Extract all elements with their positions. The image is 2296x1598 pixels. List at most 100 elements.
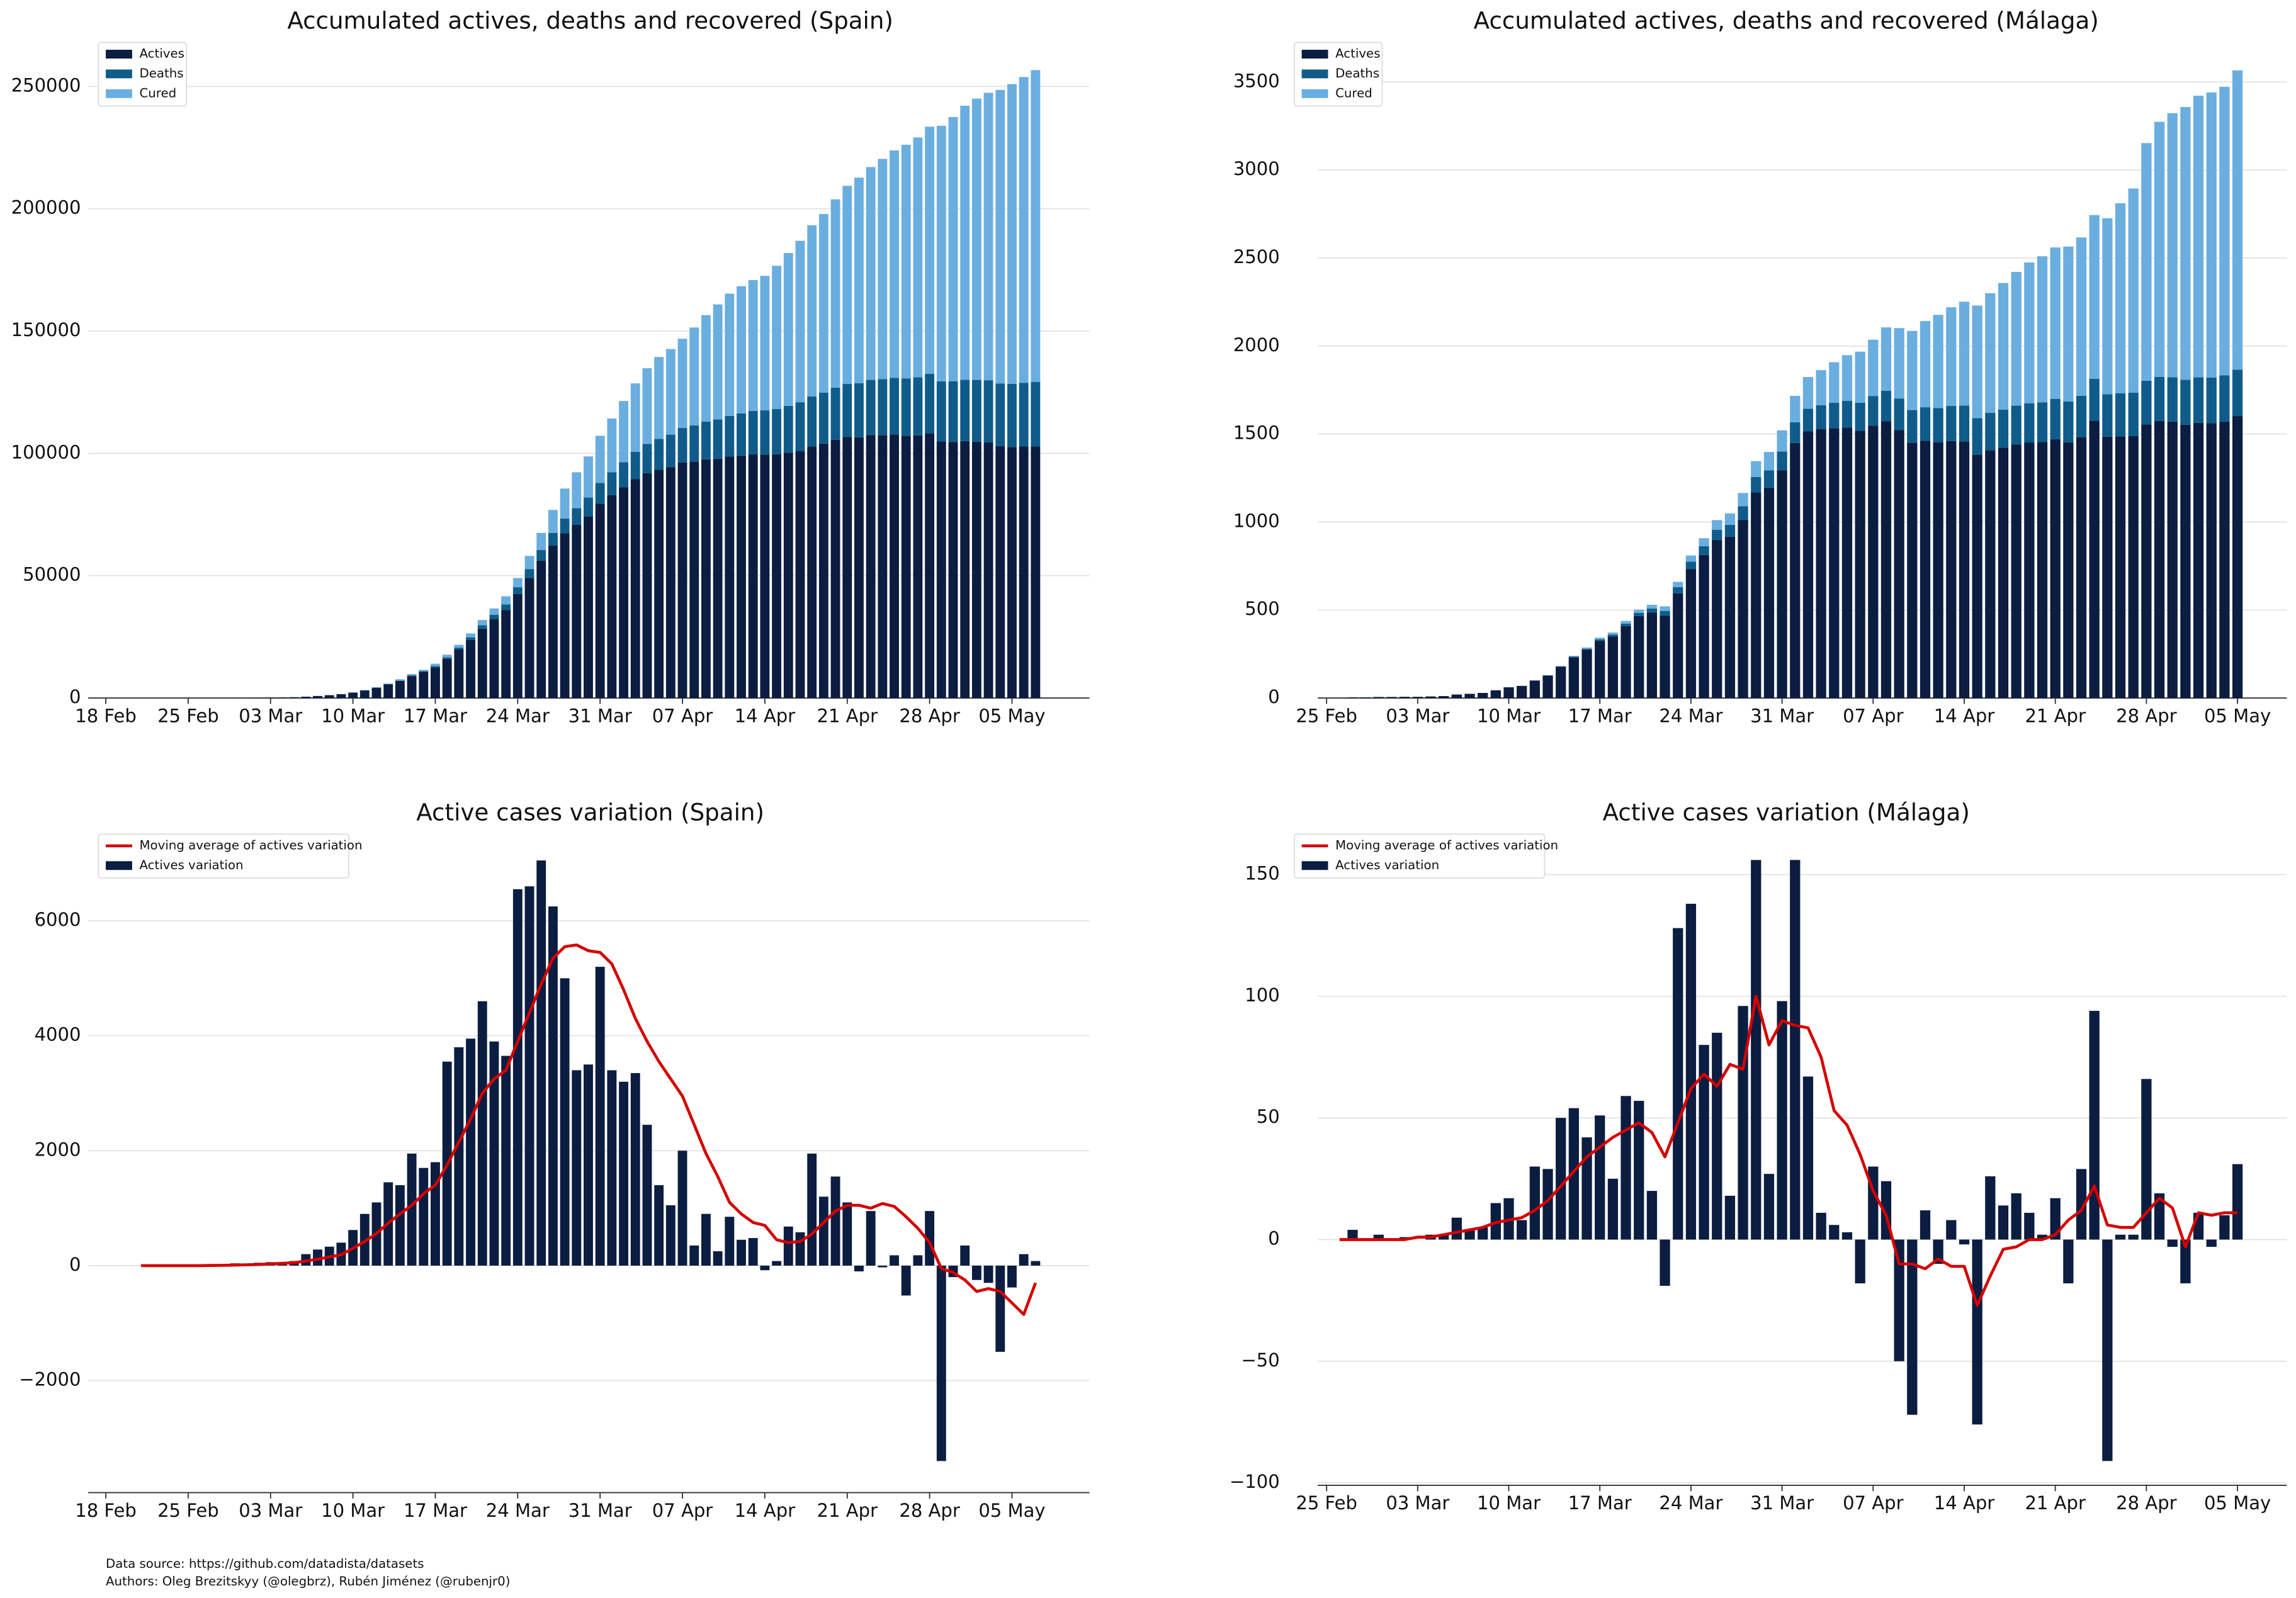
legend-swatch [1301, 69, 1328, 79]
bar-segment [971, 441, 981, 699]
bar-segment [2141, 380, 2152, 425]
bar-segment [336, 694, 346, 699]
bar-segment [971, 98, 981, 380]
bar-segment [1646, 604, 1658, 609]
bar-segment [466, 633, 475, 638]
bar [1556, 1118, 1566, 1240]
bar-segment [1920, 407, 1931, 441]
bar-segment [1400, 697, 1410, 699]
x-tick-label: 17 Mar [404, 1500, 467, 1521]
y-tick-label: 50 [1257, 1106, 1280, 1127]
bar-segment [348, 692, 358, 699]
bar-segment [301, 696, 311, 699]
bar-segment [1007, 383, 1017, 447]
bar [2219, 1215, 2230, 1240]
bar-segment [913, 435, 923, 699]
bar-segment [1751, 461, 1762, 477]
bar-segment [2050, 398, 2061, 439]
bar-segment [1386, 697, 1397, 699]
legend-swatch [1301, 50, 1328, 59]
bar-segment [1855, 402, 1865, 431]
x-tick-label: 14 Apr [735, 705, 796, 726]
bar-segment [2076, 395, 2087, 437]
bar-segment [737, 286, 746, 414]
bar-segment [1595, 639, 1605, 641]
bar-segment [1985, 293, 1996, 414]
bar [1581, 1137, 1592, 1240]
bar [2167, 1239, 2178, 1247]
bar-segment [1373, 697, 1384, 699]
bar-segment [1620, 623, 1631, 626]
bar-segment [630, 451, 640, 480]
x-tick-label: 25 Feb [1296, 1492, 1357, 1514]
bar-segment [1985, 450, 1996, 699]
bar-segment [2037, 402, 2048, 442]
bar-segment [371, 687, 382, 688]
bar-segment [654, 357, 664, 439]
bar-segment [665, 434, 676, 468]
bar [795, 1232, 805, 1266]
bar-segment [630, 383, 640, 452]
bar-segment [572, 524, 582, 699]
bar-segment [842, 437, 852, 699]
bar-segment [1699, 554, 1709, 699]
bar-segment [2167, 113, 2178, 378]
bar [1451, 1217, 1462, 1240]
bar-segment [2076, 237, 2087, 396]
bar-segment [936, 125, 946, 382]
y-tick-label: 150000 [11, 319, 81, 340]
bar-segment [584, 497, 593, 517]
x-tick-label: 25 Feb [157, 1500, 219, 1521]
bar [630, 1073, 640, 1266]
bar-segment [1360, 697, 1371, 699]
chart-title: Active cases variation (Málaga) [1603, 798, 1970, 826]
bar [1529, 1166, 1541, 1240]
bar [1985, 1176, 1996, 1240]
x-tick-label: 10 Mar [1477, 1492, 1541, 1514]
bar [772, 1261, 782, 1266]
bar-segment [419, 671, 429, 672]
bar-segment [1646, 612, 1658, 699]
bar [1673, 928, 1683, 1240]
x-tick-label: 03 Mar [239, 1500, 302, 1521]
bar-segment [572, 508, 582, 525]
bar-segment [2089, 378, 2100, 421]
y-tick-label: 2500 [1233, 246, 1280, 267]
bar-segment [1907, 442, 1918, 699]
x-tick-label: 17 Mar [404, 705, 467, 726]
bar-segment [1907, 330, 1918, 410]
y-tick-label: 2000 [35, 1139, 81, 1160]
bar-segment [266, 697, 276, 699]
bar [501, 1055, 511, 1266]
bar-segment [2076, 437, 2087, 699]
bar [1946, 1220, 1957, 1240]
bar-segment [407, 674, 417, 676]
bar-segment [2167, 421, 2178, 699]
bar-segment [2180, 424, 2191, 699]
bar-segment [359, 690, 370, 699]
x-tick-label: 18 Feb [75, 705, 137, 726]
bar-segment [1595, 638, 1605, 639]
bar-segment [983, 380, 993, 442]
bar-segment [489, 619, 499, 699]
bar [960, 1245, 970, 1266]
bar-segment [2102, 394, 2113, 437]
bar-segment [2193, 377, 2204, 423]
bar [2076, 1169, 2087, 1240]
bar-segment [760, 276, 770, 411]
x-tick-label: 07 Apr [1843, 1492, 1904, 1514]
bar [536, 860, 546, 1266]
bar-segment [548, 532, 558, 546]
bar-segment [466, 637, 475, 640]
bar [725, 1217, 735, 1266]
bar [807, 1153, 817, 1266]
bar-segment [1634, 612, 1644, 616]
bar-segment [830, 439, 840, 699]
bar-segment [1673, 587, 1683, 594]
bar-segment [1007, 84, 1017, 384]
bar-segment [2011, 272, 2022, 406]
x-tick-label: 24 Mar [486, 1500, 550, 1521]
bar-segment [983, 93, 993, 381]
legend-label: Moving average of actives variation [1335, 838, 1558, 852]
x-tick-label: 31 Mar [568, 1500, 632, 1521]
